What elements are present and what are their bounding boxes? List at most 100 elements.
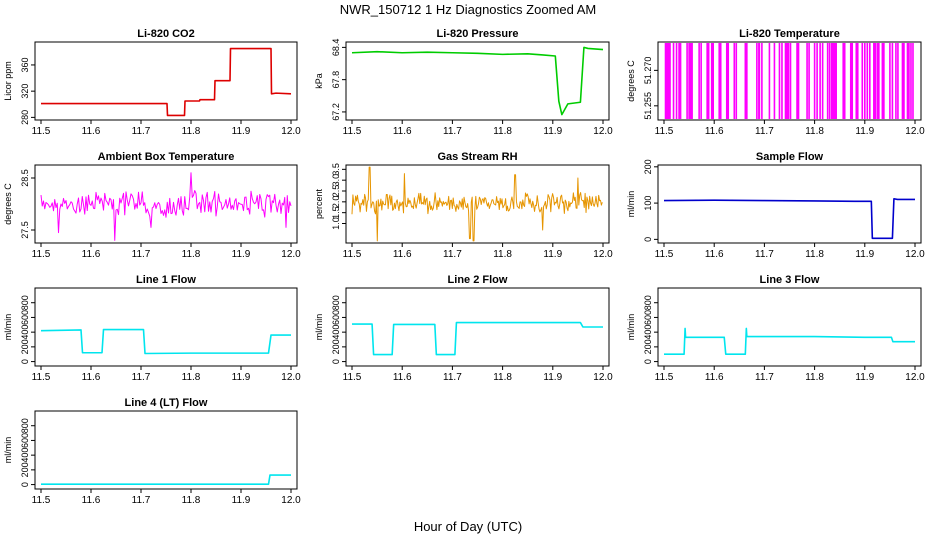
x-tick-label: 11.7 <box>132 372 151 383</box>
x-tick-label: 11.5 <box>343 372 362 383</box>
series-line <box>664 327 915 356</box>
x-tick-label: 11.9 <box>543 126 562 137</box>
y-tick-label: 400 <box>20 448 30 463</box>
x-tick-label: 11.6 <box>82 495 101 506</box>
series-line <box>41 47 292 117</box>
y-tick-label: 68.4 <box>331 39 341 57</box>
y-tick-label: 28.5 <box>20 169 30 187</box>
series-group <box>41 474 291 486</box>
panel-frame <box>345 164 610 244</box>
x-tick-label: 11.9 <box>855 372 874 383</box>
x-tick-label: 11.8 <box>805 372 824 383</box>
x-tick-label: 11.6 <box>82 126 101 137</box>
y-tick-label: 800 <box>331 295 341 310</box>
y-tick-label: 400 <box>20 325 30 340</box>
x-tick-label: 11.7 <box>755 126 774 137</box>
x-tick-label: 11.8 <box>182 495 201 506</box>
panel-frame <box>34 164 298 244</box>
series-group <box>351 46 604 116</box>
panel-frame <box>345 41 610 121</box>
x-tick-label: 11.9 <box>855 126 874 137</box>
y-tick-label: 400 <box>331 325 341 340</box>
y-axis-label: degrees C <box>3 183 13 225</box>
y-tick-label: 1.5 <box>331 206 341 219</box>
y-tick-label: 200 <box>20 339 30 354</box>
series-group <box>663 197 915 240</box>
x-tick-label: 11.5 <box>655 372 674 383</box>
y-tick-label: 2.0 <box>331 196 341 209</box>
panel-4: Ambient Box Temperature degrees C 11.5 11.6… <box>3 151 301 260</box>
y-tick-label: 280 <box>20 110 30 125</box>
panel-title: Line 3 Flow <box>760 274 820 286</box>
x-tick-label: 11.5 <box>32 372 51 383</box>
series-line <box>352 321 603 356</box>
panel-frame <box>34 41 298 121</box>
y-tick-label: 360 <box>20 57 30 72</box>
series-line <box>40 172 292 241</box>
x-tick-label: 12.0 <box>905 126 925 137</box>
x-tick-label: 11.5 <box>32 249 51 260</box>
panel-title: Line 4 (LT) Flow <box>125 397 208 409</box>
y-axis-label: ml/min <box>3 314 13 341</box>
panel-title: Sample Flow <box>756 151 824 163</box>
panel-title: Line 1 Flow <box>136 274 196 286</box>
y-tick-label: 0 <box>643 237 653 242</box>
y-axis-label: degrees C <box>626 60 636 102</box>
series-group <box>664 327 915 356</box>
y-tick-label: 27.5 <box>20 221 30 239</box>
x-tick-label: 11.6 <box>393 249 412 260</box>
figure-xlabel: Hour of Day (UTC) <box>414 519 522 534</box>
panel-7: Line 1 Flow ml/min 11.5 11.6 11.7 11.8 11.9 12.… <box>3 274 301 383</box>
x-tick-label: 11.5 <box>32 126 51 137</box>
y-tick-label: 600 <box>331 310 341 325</box>
x-tick-label: 11.7 <box>132 126 151 137</box>
y-tick-label: 200 <box>643 159 653 174</box>
x-tick-label: 11.9 <box>232 126 251 137</box>
x-tick-label: 11.7 <box>755 372 774 383</box>
y-axis-label: percent <box>314 188 324 219</box>
x-tick-label: 11.8 <box>493 372 512 383</box>
x-tick-label: 11.8 <box>182 372 201 383</box>
series-group <box>664 43 914 119</box>
y-tick-label: 3.5 <box>331 163 341 176</box>
panel-2: Li-820 Pressure kPa 11.5 11.6 11.7 11.8 11.9 12… <box>314 28 613 137</box>
series-group <box>40 328 291 355</box>
panel-3: Li-820 Temperature degrees C 11.5 11.6 11.7 1… <box>626 28 925 137</box>
panel-6: Sample Flow ml/min 11.5 11.6 11.7 11.8 11.9 12.… <box>626 151 925 260</box>
series-line <box>663 197 915 240</box>
x-tick-label: 11.7 <box>443 249 462 260</box>
panel-frame <box>657 287 922 367</box>
y-tick-label: 200 <box>643 339 653 354</box>
y-axis-label: ml/min <box>3 437 13 464</box>
x-tick-label: 12.0 <box>905 249 925 260</box>
y-tick-label: 200 <box>20 462 30 477</box>
y-axis-label: kPa <box>314 73 324 89</box>
y-tick-label: 51.270 <box>643 57 653 85</box>
panel-5: Gas Stream RH percent 11.5 11.6 11.7 11.8 11.9… <box>314 151 613 260</box>
panel-8: Line 2 Flow ml/min 11.5 11.6 11.7 11.8 11.9 12.… <box>314 274 613 383</box>
x-tick-label: 11.5 <box>32 495 51 506</box>
y-tick-label: 0 <box>20 359 30 364</box>
x-tick-label: 11.7 <box>755 249 774 260</box>
figure-title: NWR_150712 1 Hz Diagnostics Zoomed AM <box>340 2 597 17</box>
panel-title: Line 2 Flow <box>448 274 508 286</box>
y-tick-label: 800 <box>643 295 653 310</box>
y-tick-label: 600 <box>20 310 30 325</box>
x-tick-label: 12.0 <box>593 249 613 260</box>
x-tick-label: 11.9 <box>232 372 251 383</box>
x-tick-label: 11.5 <box>655 126 674 137</box>
x-tick-label: 11.9 <box>543 249 562 260</box>
x-tick-label: 11.9 <box>232 249 251 260</box>
x-tick-label: 11.5 <box>655 249 674 260</box>
y-tick-label: 67.8 <box>331 71 341 89</box>
x-tick-label: 12.0 <box>281 495 301 506</box>
x-tick-label: 11.8 <box>182 126 201 137</box>
x-tick-label: 11.8 <box>493 126 512 137</box>
series-line <box>41 474 291 486</box>
y-tick-label: 0 <box>643 359 653 364</box>
x-tick-label: 12.0 <box>281 126 301 137</box>
y-tick-label: 2.5 <box>331 185 341 198</box>
x-tick-label: 11.8 <box>493 249 512 260</box>
panel-frame <box>657 164 922 244</box>
panel-title: Ambient Box Temperature <box>98 151 235 163</box>
